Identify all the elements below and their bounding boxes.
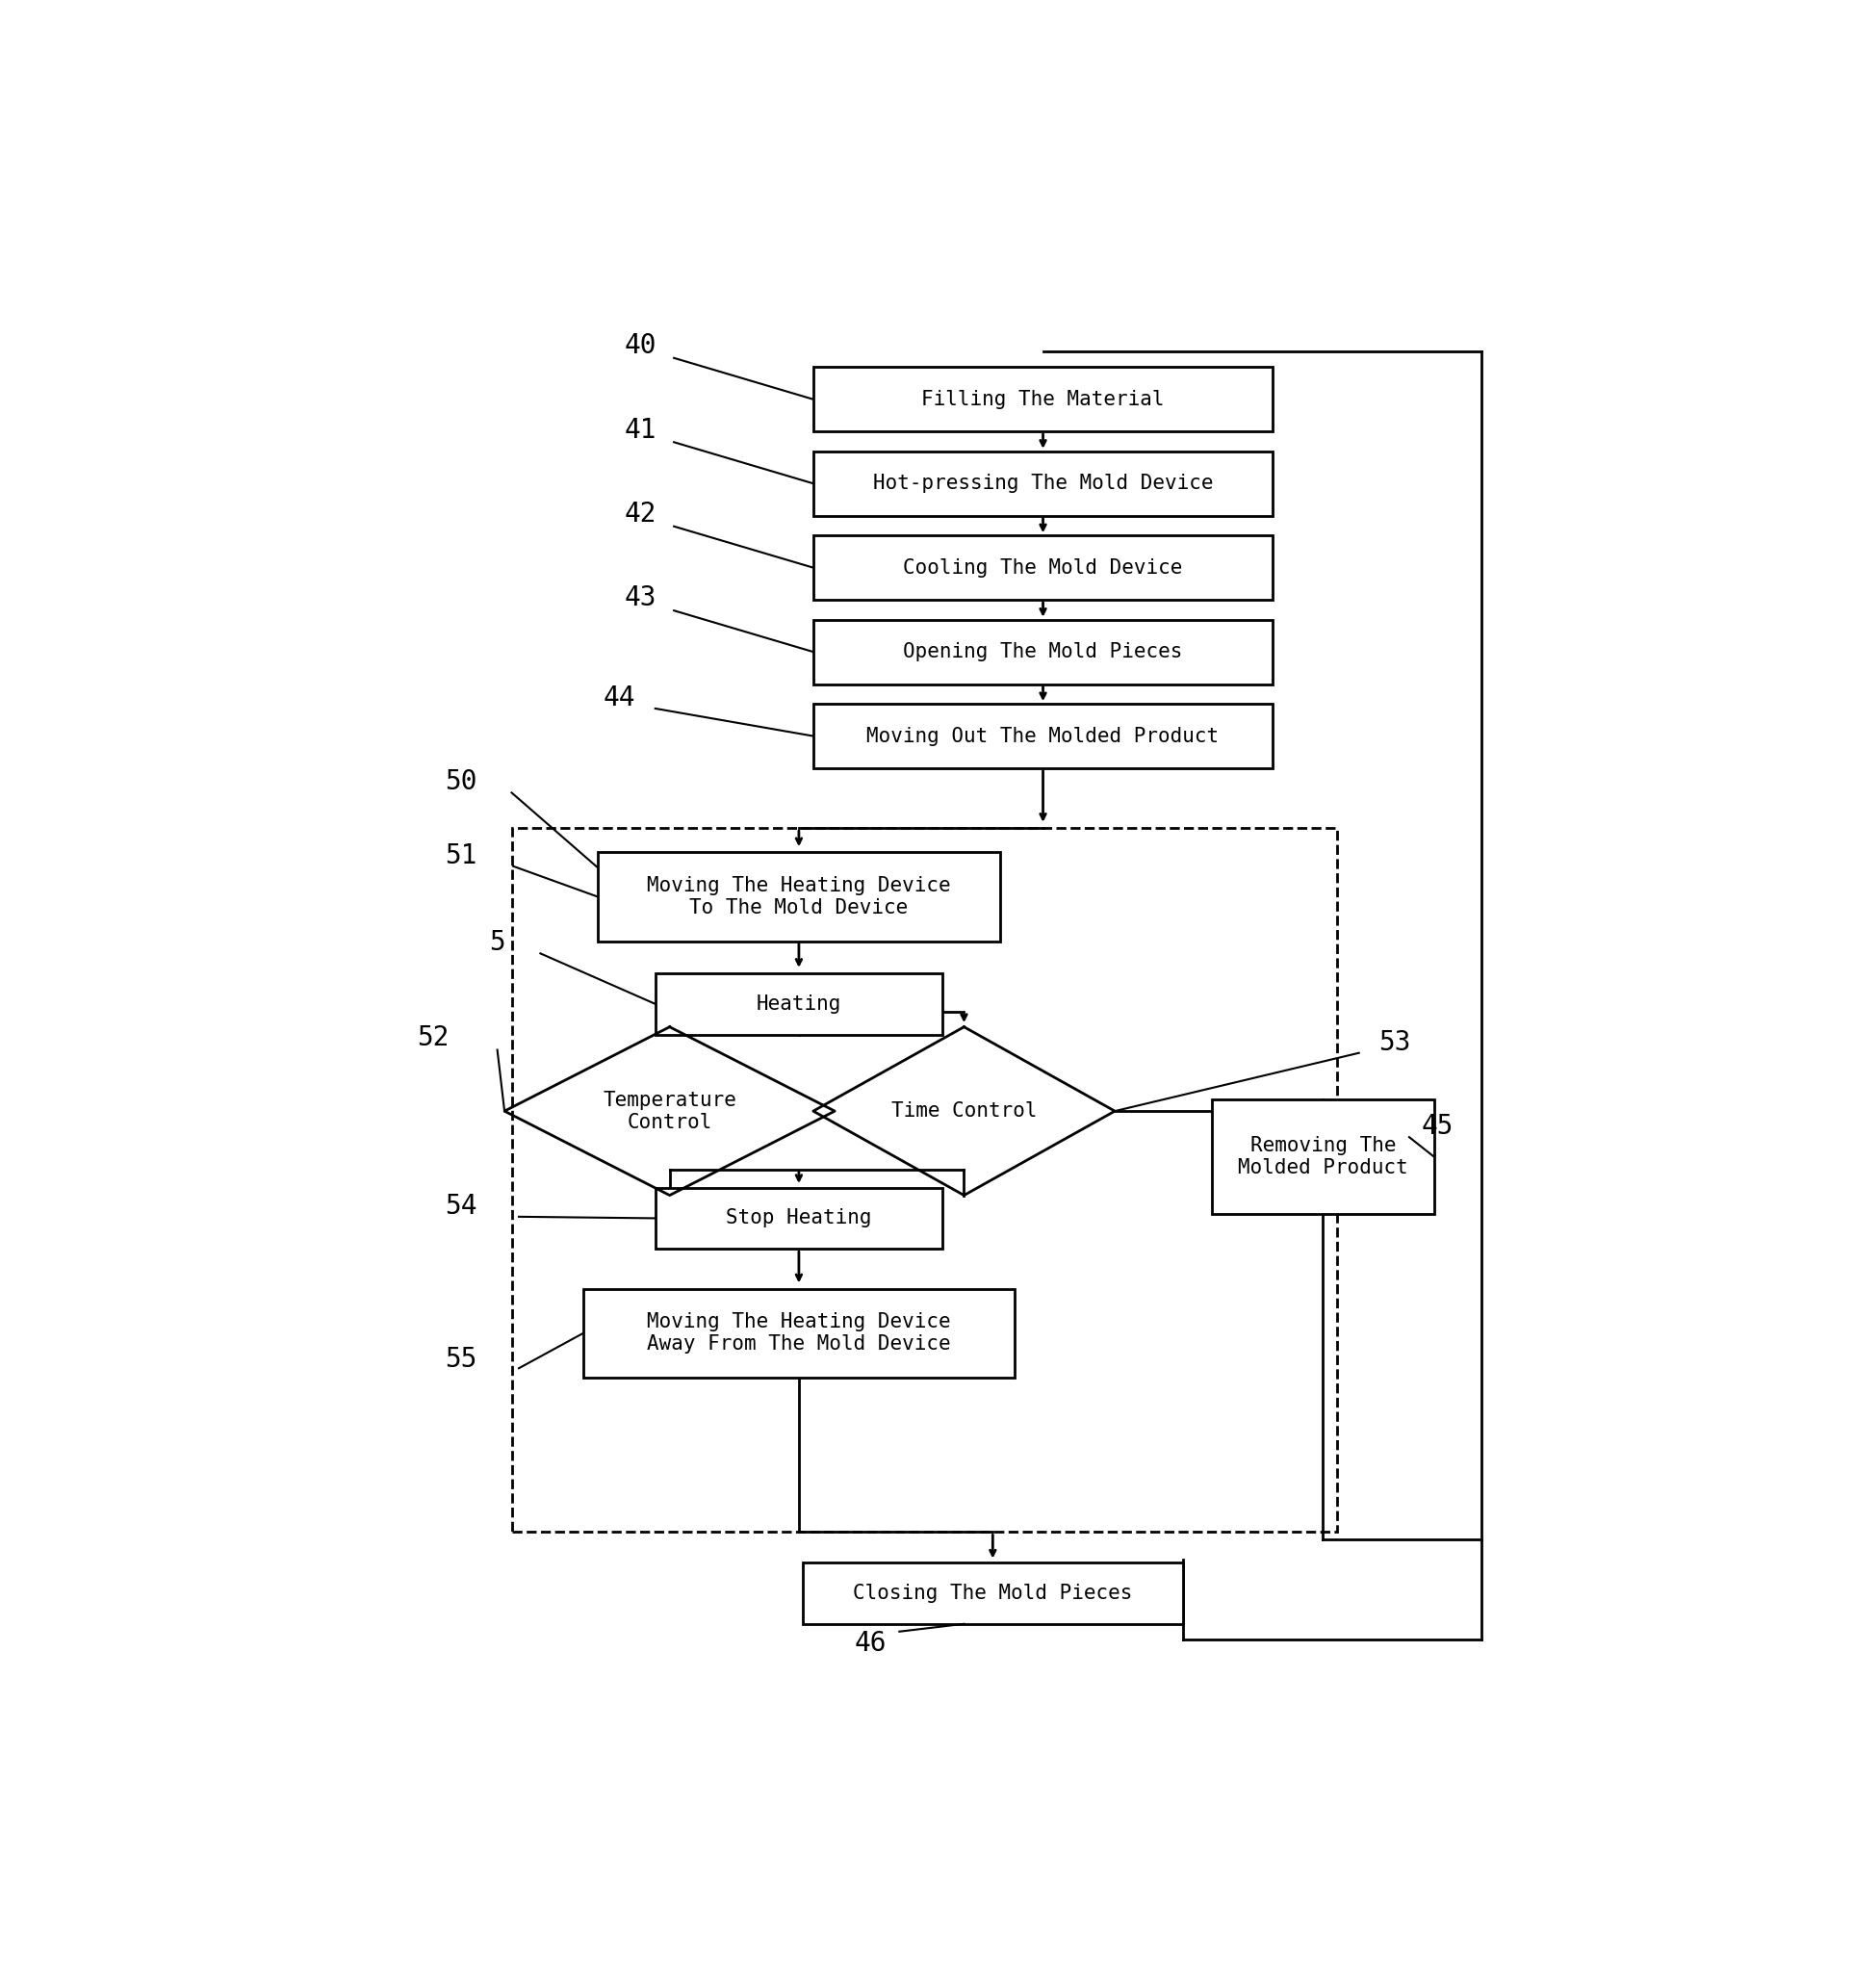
Bar xyxy=(802,1563,1182,1624)
Bar xyxy=(813,535,1273,600)
Bar xyxy=(656,974,943,1034)
Text: 55: 55 xyxy=(445,1346,478,1372)
Text: Closing The Mold Pieces: Closing The Mold Pieces xyxy=(852,1584,1132,1602)
Text: Cooling The Mold Device: Cooling The Mold Device xyxy=(902,559,1182,577)
Text: 51: 51 xyxy=(445,843,478,869)
Text: 46: 46 xyxy=(854,1630,888,1658)
Text: Temperature
Control: Temperature Control xyxy=(602,1089,736,1131)
Bar xyxy=(813,451,1273,515)
Text: Hot-pressing The Mold Device: Hot-pressing The Mold Device xyxy=(873,473,1214,493)
Text: Filling The Material: Filling The Material xyxy=(921,390,1164,410)
Bar xyxy=(599,853,1001,940)
Text: 5: 5 xyxy=(489,928,506,956)
Text: 41: 41 xyxy=(624,415,658,443)
Text: 50: 50 xyxy=(445,769,478,795)
Bar xyxy=(656,1187,943,1248)
Text: Removing The
Molded Product: Removing The Molded Product xyxy=(1238,1137,1408,1177)
Bar xyxy=(813,368,1273,431)
Text: Moving Out The Molded Product: Moving Out The Molded Product xyxy=(867,726,1219,746)
Bar xyxy=(813,620,1273,684)
Text: Moving The Heating Device
To The Mold Device: Moving The Heating Device To The Mold De… xyxy=(647,877,951,918)
Bar xyxy=(1212,1099,1434,1215)
Text: Moving The Heating Device
Away From The Mold Device: Moving The Heating Device Away From The … xyxy=(647,1312,951,1354)
Text: 54: 54 xyxy=(445,1193,478,1219)
Text: Time Control: Time Control xyxy=(891,1101,1038,1121)
Text: 44: 44 xyxy=(604,684,636,712)
Bar xyxy=(584,1288,1014,1378)
Text: 52: 52 xyxy=(417,1024,448,1052)
Bar xyxy=(511,827,1338,1533)
Text: Opening The Mold Pieces: Opening The Mold Pieces xyxy=(902,642,1182,662)
Text: 43: 43 xyxy=(624,584,658,612)
Text: 40: 40 xyxy=(624,332,658,360)
Text: 42: 42 xyxy=(624,501,658,527)
Text: Heating: Heating xyxy=(756,994,841,1014)
Text: 45: 45 xyxy=(1421,1113,1455,1139)
Text: 53: 53 xyxy=(1379,1028,1410,1056)
Text: Stop Heating: Stop Heating xyxy=(726,1209,871,1229)
Bar xyxy=(813,704,1273,767)
